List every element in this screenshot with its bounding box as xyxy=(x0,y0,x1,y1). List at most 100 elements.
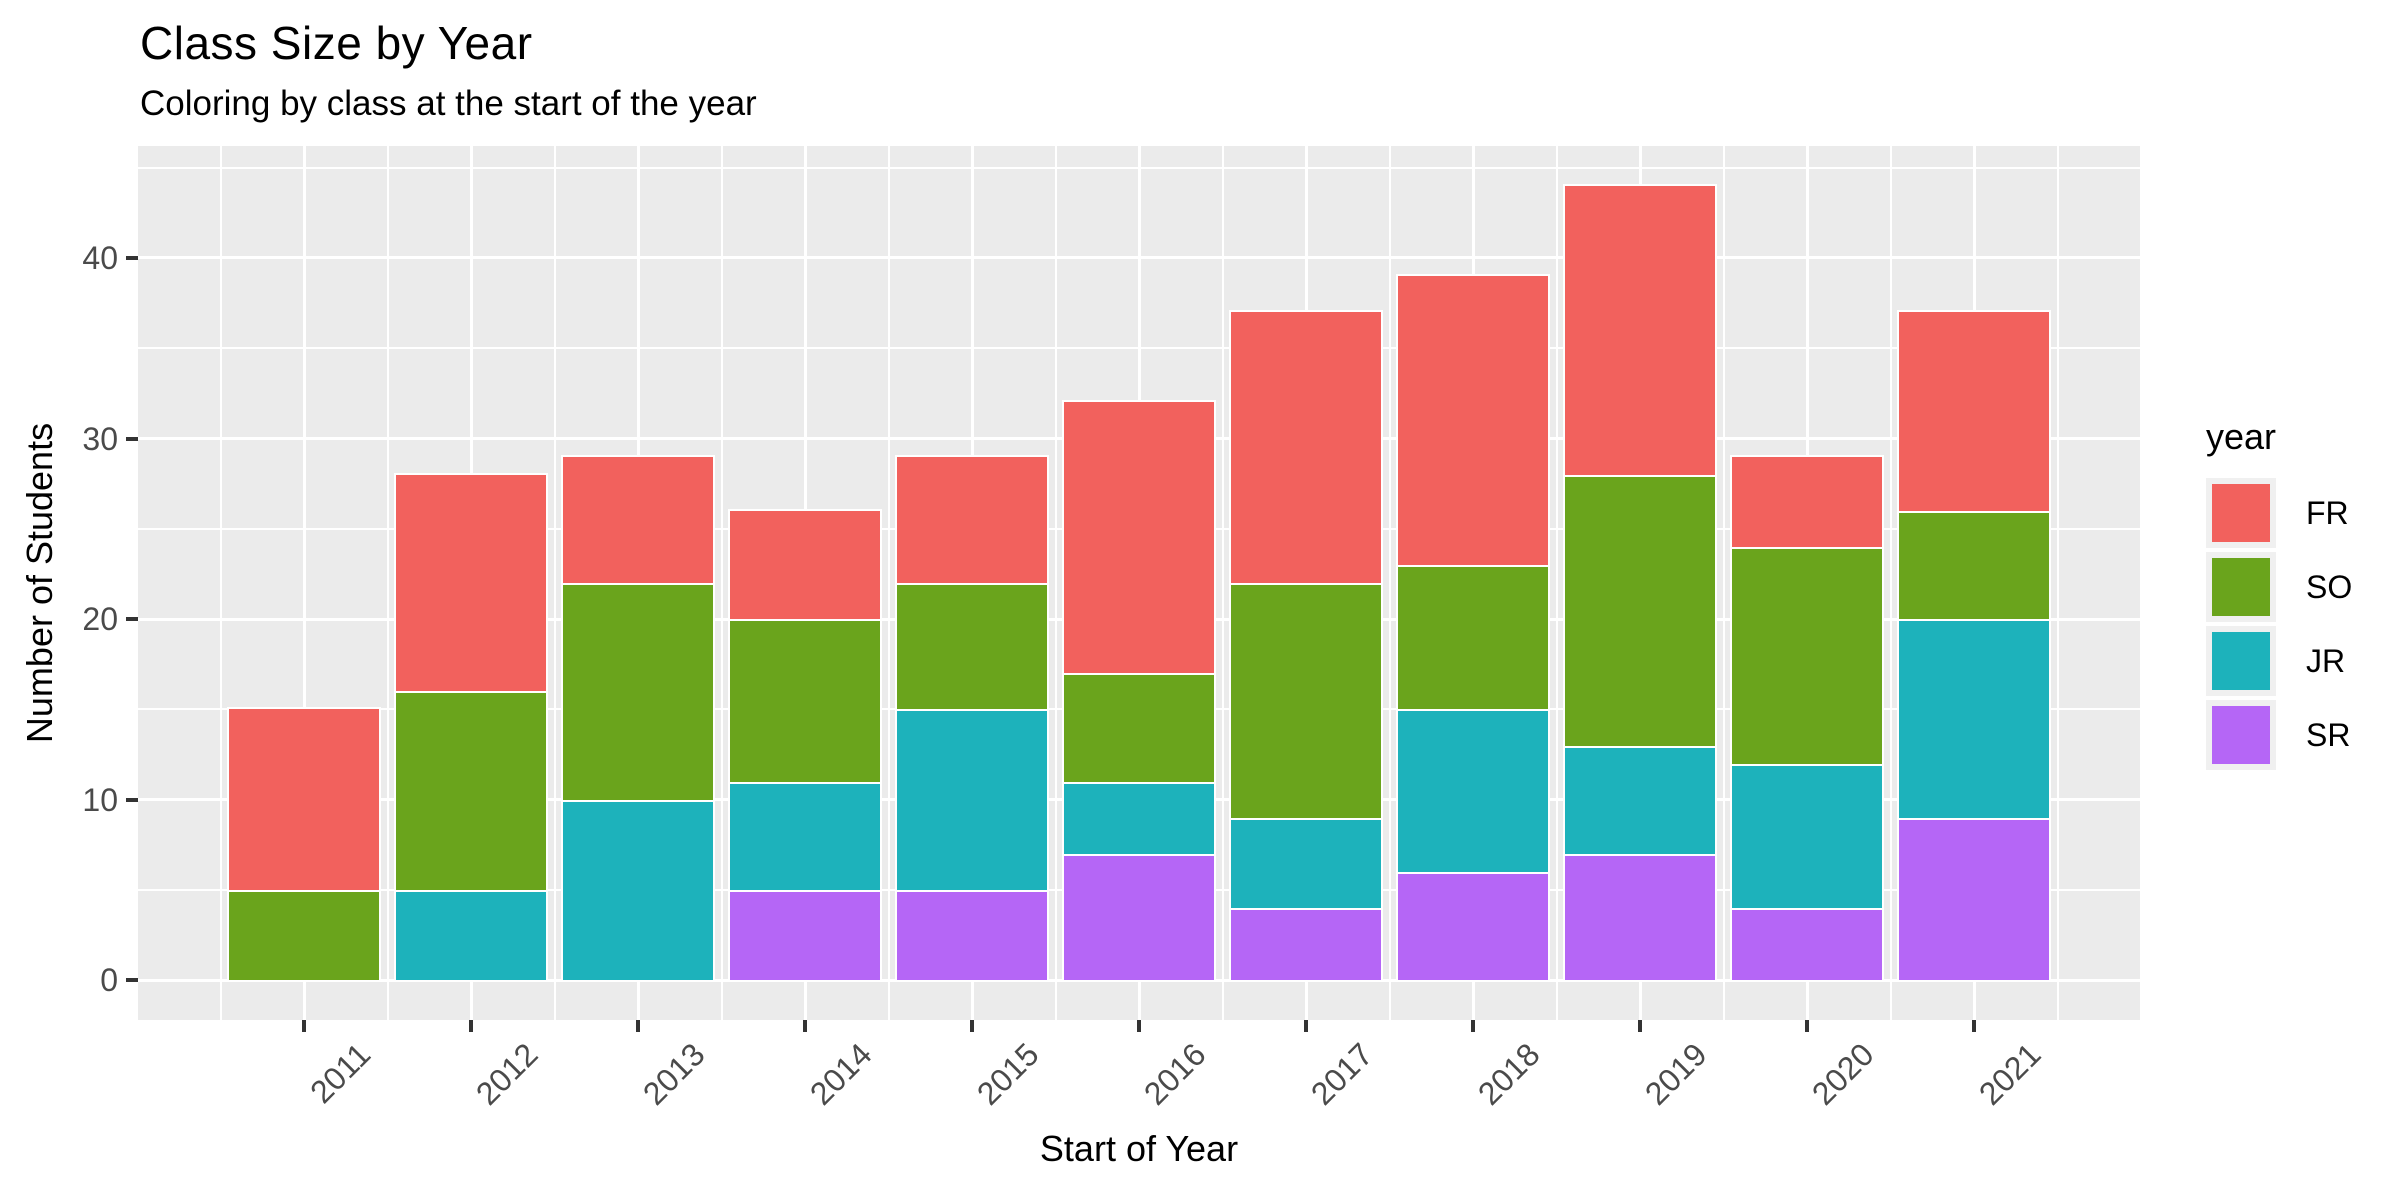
y-tick-mark xyxy=(126,255,138,260)
bar-segment-sr-2021 xyxy=(1899,817,2049,981)
x-tick-label: 2013 xyxy=(635,1036,712,1112)
legend-key xyxy=(2206,478,2276,548)
gridline-x-minor xyxy=(219,146,222,1020)
bar-segment-fr-2020 xyxy=(1732,456,1882,547)
y-tick-label: 40 xyxy=(82,239,118,276)
gridline-x-minor xyxy=(720,146,723,1020)
legend-item-so: SO xyxy=(2206,552,2352,622)
bar-segment-sr-2017 xyxy=(1231,908,1381,981)
chart-subtitle: Coloring by class at the start of the ye… xyxy=(140,84,757,123)
bar-segment-jr-2019 xyxy=(1565,745,1715,854)
legend-swatch-so xyxy=(2212,558,2270,616)
x-tick-mark xyxy=(1471,1020,1475,1032)
x-tick-label: 2015 xyxy=(969,1036,1046,1112)
legend-title: year xyxy=(2206,416,2277,457)
plot-panel xyxy=(138,146,2140,1020)
bar-segment-jr-2013 xyxy=(563,799,713,981)
y-tick-label: 30 xyxy=(82,420,118,457)
bar-segment-so-2011 xyxy=(229,889,379,981)
gridline-x-minor xyxy=(386,146,389,1020)
y-tick-label: 20 xyxy=(82,601,118,638)
legend-item-sr: SR xyxy=(2206,700,2352,770)
bar-segment-so-2013 xyxy=(563,583,713,800)
bar-segment-so-2012 xyxy=(396,691,546,890)
x-tick-mark xyxy=(1137,1020,1141,1032)
bar-segment-sr-2015 xyxy=(897,889,1047,981)
legend-key xyxy=(2206,626,2276,696)
legend-key xyxy=(2206,552,2276,622)
bar-segment-jr-2017 xyxy=(1231,817,1381,909)
bar-segment-fr-2011 xyxy=(229,709,379,890)
bar-segment-fr-2015 xyxy=(897,456,1047,583)
x-tick-mark xyxy=(302,1020,306,1032)
legend-items: FR SO JR SR xyxy=(2206,478,2352,770)
bar-segment-so-2015 xyxy=(897,583,1047,710)
bar-segment-so-2019 xyxy=(1565,474,1715,746)
bar-segment-fr-2017 xyxy=(1231,312,1381,583)
gridline-x-minor xyxy=(1555,146,1558,1020)
legend: year FR SO JR SR xyxy=(2206,416,2352,774)
bar-segment-sr-2014 xyxy=(730,889,880,981)
legend-swatch-sr xyxy=(2212,706,2270,764)
bar-segment-fr-2016 xyxy=(1064,402,1214,674)
x-tick-label: 2016 xyxy=(1136,1036,1213,1112)
bar-segment-sr-2019 xyxy=(1565,853,1715,981)
x-tick-label: 2020 xyxy=(1804,1036,1881,1112)
bar-segment-so-2016 xyxy=(1064,673,1214,782)
x-tick-mark xyxy=(803,1020,807,1032)
bar-segment-so-2020 xyxy=(1732,546,1882,764)
x-tick-mark xyxy=(636,1020,640,1032)
legend-item-fr: FR xyxy=(2206,478,2352,548)
gridline-x-minor xyxy=(1889,146,1892,1020)
bar-segment-jr-2020 xyxy=(1732,763,1882,909)
bar-segment-jr-2018 xyxy=(1398,709,1548,872)
x-tick-label: 2019 xyxy=(1637,1036,1714,1112)
legend-label-so: SO xyxy=(2306,568,2353,605)
bar-segment-fr-2019 xyxy=(1565,185,1715,475)
x-tick-label: 2018 xyxy=(1470,1036,1547,1112)
x-tick-mark xyxy=(1638,1020,1642,1032)
bar-segment-jr-2015 xyxy=(897,709,1047,890)
y-tick-label: 10 xyxy=(82,781,118,818)
bar-segment-jr-2012 xyxy=(396,889,546,981)
x-tick-label: 2014 xyxy=(802,1036,879,1112)
gridline-x-minor xyxy=(1054,146,1057,1020)
x-tick-label: 2017 xyxy=(1303,1036,1380,1112)
bar-segment-so-2014 xyxy=(730,619,880,782)
legend-swatch-jr xyxy=(2212,632,2270,690)
x-tick-mark xyxy=(1805,1020,1809,1032)
y-tick-label: 0 xyxy=(100,962,118,999)
gridline-x-minor xyxy=(553,146,556,1020)
bar-segment-fr-2018 xyxy=(1398,276,1548,565)
legend-label-jr: JR xyxy=(2306,642,2346,679)
legend-label-sr: SR xyxy=(2306,716,2351,753)
gridline-x-major xyxy=(302,146,306,1020)
bar-segment-sr-2020 xyxy=(1732,908,1882,981)
legend-key xyxy=(2206,700,2276,770)
legend-swatch-fr xyxy=(2212,484,2270,542)
gridline-x-minor xyxy=(1722,146,1725,1020)
legend-label-fr: FR xyxy=(2306,494,2349,531)
x-tick-label: 2011 xyxy=(303,1036,378,1111)
gridline-x-minor xyxy=(1221,146,1224,1020)
gridline-x-minor xyxy=(887,146,890,1020)
bar-segment-fr-2014 xyxy=(730,510,880,620)
bar-segment-sr-2018 xyxy=(1398,871,1548,981)
y-tick-mark xyxy=(126,436,138,441)
y-tick-mark xyxy=(126,978,138,983)
x-tick-label: 2021 xyxy=(1971,1036,2048,1112)
chart-title: Class Size by Year xyxy=(140,17,533,69)
gridline-x-minor xyxy=(2056,146,2059,1020)
bar-segment-jr-2014 xyxy=(730,781,880,890)
x-tick-mark xyxy=(469,1020,473,1032)
bar-segment-so-2021 xyxy=(1899,510,2049,620)
x-axis-title: Start of Year xyxy=(1039,1128,1239,1169)
y-axis-title: Number of Students xyxy=(19,422,60,744)
x-tick-mark xyxy=(1972,1020,1976,1032)
x-tick-mark xyxy=(970,1020,974,1032)
bar-segment-jr-2021 xyxy=(1899,619,2049,818)
bar-segment-sr-2016 xyxy=(1064,853,1214,981)
x-tick-mark xyxy=(1304,1020,1308,1032)
gridline-x-minor xyxy=(1388,146,1391,1020)
